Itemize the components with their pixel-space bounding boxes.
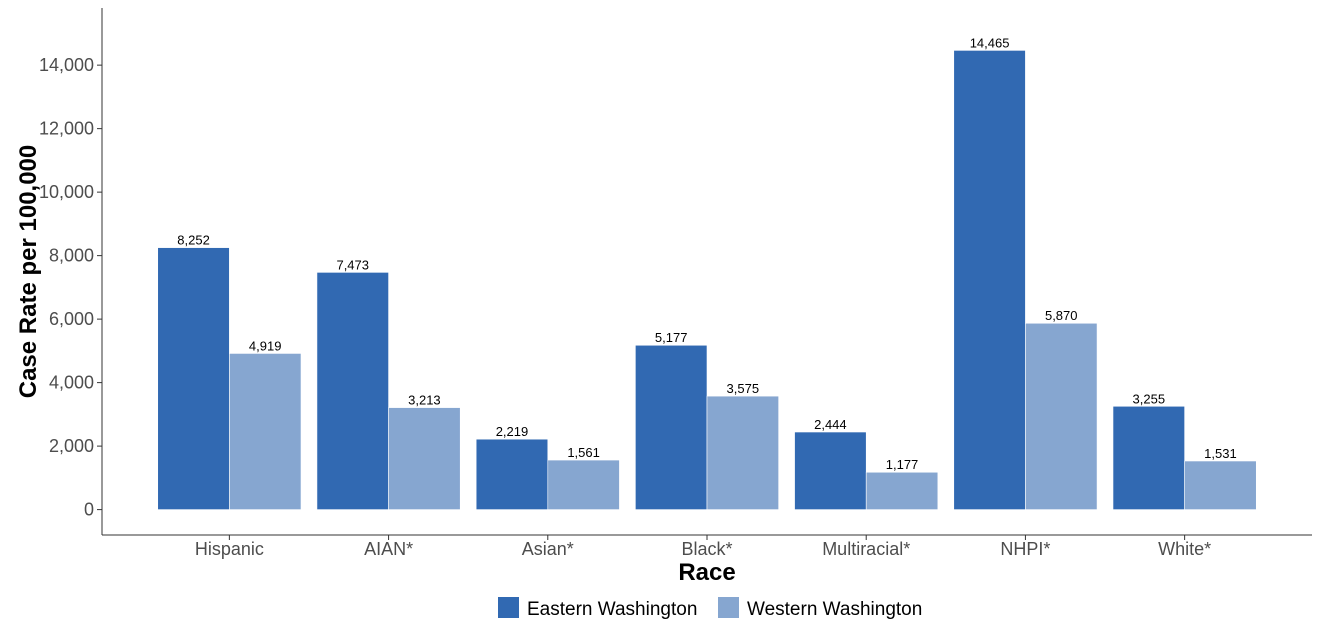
bar-value-label: 4,919 [249,338,282,353]
y-tick-label: 4,000 [49,373,94,393]
bar-value-label: 7,473 [336,257,369,272]
y-axis-ticks: 0 2,000 4,000 6,000 8,000 10,000 12,000 14,000 [39,55,102,520]
bar-value-label: 5,177 [655,330,688,345]
bars [157,50,1257,510]
x-tick-label: Multiracial* [822,539,910,559]
bar-value-label: 1,531 [1204,446,1237,461]
bar-eastern [953,50,1026,510]
bar-value-label: 1,177 [886,457,919,472]
bar-value-label: 1,561 [567,445,600,460]
bar-eastern [316,272,389,510]
bar-value-label: 2,219 [496,424,529,439]
y-axis-title: Case Rate per 100,000 [15,145,42,399]
legend: Eastern Washington Western Washington [498,597,922,619]
bar-eastern [475,438,549,510]
bar-western [1184,460,1257,510]
bar-eastern [157,247,230,510]
legend-swatch-eastern [498,597,519,618]
x-tick-label: White* [1158,539,1211,559]
y-tick-label: 6,000 [49,309,94,329]
y-tick-label: 14,000 [39,55,94,75]
x-axis-title: Race [678,559,735,586]
bar-western [1025,322,1098,510]
bar-western [388,407,461,510]
legend-label-eastern: Eastern Washington [527,599,697,619]
bar-value-label: 14,465 [970,35,1010,50]
y-tick-label: 12,000 [39,119,94,139]
bar-value-label: 8,252 [177,233,210,248]
bar-western [865,471,939,510]
bar-value-label: 3,575 [727,381,760,396]
bar-value-label: 3,255 [1133,391,1166,406]
bar-eastern [794,431,867,510]
x-tick-label: NHPI* [1000,539,1050,559]
bar-western [547,459,620,510]
y-tick-label: 10,000 [39,182,94,202]
legend-label-western: Western Washington [747,599,922,619]
bar-eastern [1112,405,1185,510]
bar-western [229,353,302,510]
bar-eastern [635,344,708,510]
y-tick-label: 8,000 [49,246,94,266]
bar-value-label: 3,213 [408,393,441,408]
y-tick-label: 2,000 [49,436,94,456]
legend-swatch-western [718,597,739,618]
bar-western [706,395,779,510]
x-tick-label: Asian* [522,539,574,559]
bar-value-label: 5,870 [1045,308,1078,323]
data-labels: 8,252 4,919 7,473 3,213 2,219 1,561 5,177 3,575… [177,35,1236,472]
x-tick-label: Black* [681,539,732,559]
x-tick-label: Hispanic [195,539,264,559]
bar-value-label: 2,444 [814,417,847,432]
x-axis-ticks: Hispanic AIAN* Asian* Black* Multiracial* NHP… [195,535,1211,559]
x-tick-label: AIAN* [364,539,413,559]
y-tick-label: 0 [84,500,94,520]
